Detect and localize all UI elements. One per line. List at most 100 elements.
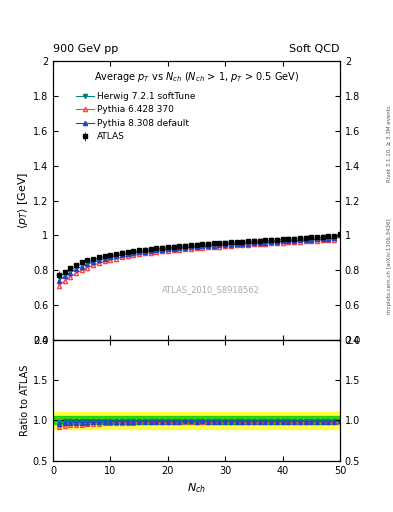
Pythia 6.428 370	[211, 244, 216, 250]
Pythia 6.428 370	[274, 240, 279, 246]
Pythia 6.428 370	[338, 232, 342, 239]
Pythia 8.308 default	[315, 237, 320, 243]
Pythia 6.428 370	[91, 262, 95, 268]
Herwig 7.2.1 softTune	[183, 243, 187, 249]
Pythia 8.308 default	[165, 246, 170, 252]
Bar	[53, 412, 340, 429]
Pythia 6.428 370	[280, 240, 285, 246]
Pythia 6.428 370	[154, 249, 159, 255]
Pythia 8.308 default	[91, 259, 95, 265]
Herwig 7.2.1 softTune	[303, 236, 308, 242]
Pythia 8.308 default	[332, 236, 336, 242]
Herwig 7.2.1 softTune	[326, 234, 331, 240]
Pythia 8.308 default	[240, 241, 245, 247]
Herwig 7.2.1 softTune	[292, 236, 296, 242]
Herwig 7.2.1 softTune	[269, 238, 274, 244]
Herwig 7.2.1 softTune	[177, 244, 182, 250]
Pythia 6.428 370	[257, 241, 262, 247]
Herwig 7.2.1 softTune	[91, 257, 95, 263]
Herwig 7.2.1 softTune	[320, 234, 325, 241]
Pythia 6.428 370	[200, 245, 205, 251]
Pythia 6.428 370	[177, 247, 182, 253]
Pythia 6.428 370	[85, 265, 90, 271]
Pythia 8.308 default	[57, 278, 61, 284]
Pythia 6.428 370	[68, 274, 73, 280]
Pythia 8.308 default	[298, 238, 302, 244]
Pythia 6.428 370	[240, 242, 245, 248]
Pythia 6.428 370	[234, 242, 239, 248]
Pythia 6.428 370	[246, 242, 250, 248]
Pythia 6.428 370	[188, 246, 193, 252]
Pythia 8.308 default	[229, 242, 233, 248]
Pythia 6.428 370	[315, 238, 320, 244]
Herwig 7.2.1 softTune	[280, 237, 285, 243]
Text: Average $p_T$ vs $N_{ch}$ ($N_{ch}$ > 1, $p_T$ > 0.5 GeV): Average $p_T$ vs $N_{ch}$ ($N_{ch}$ > 1,…	[94, 70, 299, 84]
Pythia 8.308 default	[303, 237, 308, 243]
Line: Pythia 8.308 default: Pythia 8.308 default	[57, 232, 342, 283]
Pythia 8.308 default	[137, 249, 141, 255]
Pythia 6.428 370	[79, 267, 84, 273]
Herwig 7.2.1 softTune	[108, 252, 113, 259]
Y-axis label: $\langle p_T \rangle$ [GeV]: $\langle p_T \rangle$ [GeV]	[16, 172, 30, 229]
Pythia 8.308 default	[257, 240, 262, 246]
Herwig 7.2.1 softTune	[160, 245, 164, 251]
Pythia 8.308 default	[68, 269, 73, 275]
Pythia 6.428 370	[252, 241, 256, 247]
Pythia 6.428 370	[108, 257, 113, 263]
Bar	[53, 416, 340, 424]
Pythia 8.308 default	[292, 238, 296, 244]
Pythia 8.308 default	[108, 254, 113, 261]
Pythia 6.428 370	[223, 243, 228, 249]
Pythia 6.428 370	[148, 250, 153, 256]
Herwig 7.2.1 softTune	[62, 271, 67, 277]
Pythia 6.428 370	[229, 243, 233, 249]
Text: 900 GeV pp: 900 GeV pp	[53, 44, 118, 54]
Pythia 8.308 default	[274, 239, 279, 245]
Pythia 8.308 default	[194, 244, 199, 250]
Herwig 7.2.1 softTune	[97, 255, 101, 261]
Pythia 8.308 default	[131, 250, 136, 257]
Herwig 7.2.1 softTune	[114, 251, 119, 258]
Pythia 8.308 default	[143, 249, 147, 255]
Herwig 7.2.1 softTune	[119, 250, 124, 257]
Pythia 6.428 370	[309, 238, 314, 244]
Pythia 8.308 default	[326, 236, 331, 242]
Herwig 7.2.1 softTune	[131, 249, 136, 255]
Pythia 6.428 370	[269, 240, 274, 246]
Herwig 7.2.1 softTune	[234, 240, 239, 246]
Pythia 6.428 370	[165, 248, 170, 254]
Pythia 6.428 370	[160, 248, 164, 254]
Pythia 8.308 default	[200, 243, 205, 249]
Herwig 7.2.1 softTune	[298, 236, 302, 242]
Text: Rivet 3.1.10, ≥ 3.3M events: Rivet 3.1.10, ≥ 3.3M events	[387, 105, 392, 182]
Pythia 8.308 default	[102, 255, 107, 262]
Herwig 7.2.1 softTune	[206, 241, 210, 247]
Pythia 8.308 default	[206, 243, 210, 249]
Line: Pythia 6.428 370: Pythia 6.428 370	[57, 233, 342, 288]
Pythia 8.308 default	[246, 241, 250, 247]
Herwig 7.2.1 softTune	[223, 240, 228, 246]
Pythia 8.308 default	[217, 242, 222, 248]
Pythia 8.308 default	[280, 239, 285, 245]
Legend: Herwig 7.2.1 softTune, Pythia 6.428 370, Pythia 8.308 default, ATLAS: Herwig 7.2.1 softTune, Pythia 6.428 370,…	[72, 88, 199, 145]
Herwig 7.2.1 softTune	[143, 247, 147, 253]
Pythia 8.308 default	[160, 247, 164, 253]
Herwig 7.2.1 softTune	[154, 246, 159, 252]
Pythia 6.428 370	[320, 237, 325, 243]
Herwig 7.2.1 softTune	[68, 267, 73, 273]
Pythia 8.308 default	[62, 273, 67, 280]
Pythia 8.308 default	[177, 245, 182, 251]
Herwig 7.2.1 softTune	[165, 245, 170, 251]
Pythia 8.308 default	[171, 246, 176, 252]
Herwig 7.2.1 softTune	[79, 261, 84, 267]
Pythia 6.428 370	[303, 238, 308, 244]
Herwig 7.2.1 softTune	[332, 233, 336, 240]
Herwig 7.2.1 softTune	[315, 234, 320, 241]
Pythia 8.308 default	[188, 244, 193, 250]
Pythia 6.428 370	[143, 250, 147, 257]
Pythia 8.308 default	[154, 247, 159, 253]
Pythia 6.428 370	[62, 278, 67, 284]
Line: Herwig 7.2.1 softTune: Herwig 7.2.1 softTune	[57, 232, 342, 279]
Pythia 6.428 370	[131, 252, 136, 259]
Pythia 8.308 default	[79, 264, 84, 270]
